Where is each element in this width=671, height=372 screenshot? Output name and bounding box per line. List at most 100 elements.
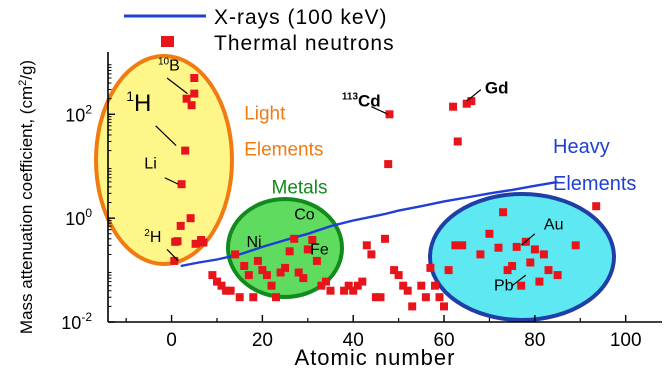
neutron-point — [435, 293, 444, 302]
annotation-text: Elements — [553, 173, 636, 195]
neutron-point — [187, 101, 196, 110]
y-tick-exponent: 0 — [85, 206, 92, 220]
region-ellipses — [94, 54, 616, 322]
neutron-point — [530, 245, 539, 254]
annotation-text: Co — [294, 206, 315, 223]
neutron-point — [176, 221, 185, 230]
neutron-point — [553, 271, 562, 280]
y-tick-base: 10 — [61, 313, 81, 333]
annotation-leader — [166, 248, 179, 262]
legend-label-xrays: X-rays (100 keV) — [214, 6, 388, 29]
annotation-text: H — [134, 90, 151, 117]
legend-square-icon — [161, 36, 174, 47]
annotation-au: Au — [544, 217, 564, 234]
region-light-elements — [94, 54, 234, 266]
neutron-point — [213, 277, 221, 286]
neutron-point — [394, 271, 403, 280]
neutron-point — [384, 160, 393, 169]
y-tick-label: 102 — [65, 102, 92, 125]
neutron-point — [326, 286, 335, 295]
neutron-point — [462, 99, 471, 108]
neutron-point — [592, 202, 601, 211]
x-tick-label: 60 — [433, 330, 454, 351]
neutron-point — [485, 229, 494, 238]
x-tick-label: 100 — [610, 330, 642, 351]
annotation-text: Metals — [272, 177, 328, 198]
y-tick-exponent: -2 — [81, 310, 92, 324]
y-axis-label: Mass attenuation coefficient, (cm2/g) — [17, 60, 36, 334]
neutron-point — [503, 266, 512, 275]
y-axis-label-sup: 2 — [17, 80, 29, 86]
annotation-h: 1H — [126, 88, 151, 117]
neutron-point — [344, 281, 353, 290]
annotation-text: Elements — [244, 140, 323, 161]
neutron-point — [476, 250, 485, 259]
neutron-point — [358, 277, 367, 286]
y-tick-base: 10 — [65, 209, 85, 229]
neutron-point — [385, 110, 394, 119]
annotation-metals: Metals — [272, 177, 328, 198]
neutron-point — [362, 241, 371, 250]
neutron-point — [208, 271, 217, 280]
neutron-point — [499, 208, 508, 217]
neutron-point — [444, 266, 453, 275]
legend-label-neutrons: Thermal neutrons — [214, 32, 395, 55]
region-metals — [226, 197, 344, 299]
annotation-gd: Gd — [485, 79, 509, 98]
neutron-point — [294, 268, 303, 277]
neutron-point — [517, 281, 526, 290]
annotation-text: Cd — [358, 92, 381, 111]
annotations: LightElementsMetalsHeavyElementsGd113CdC… — [126, 56, 636, 294]
neutron-point — [299, 274, 308, 283]
neutron-point — [340, 286, 349, 295]
neutron-point — [376, 293, 385, 302]
neutron-point — [322, 277, 330, 286]
neutron-point — [353, 281, 362, 290]
neutron-point — [182, 94, 191, 103]
annotation-leader — [466, 89, 482, 102]
neutron-point — [390, 266, 399, 275]
annotation-prefix: 10 — [158, 56, 170, 67]
annotation-leader — [371, 106, 389, 115]
neutron-point — [367, 250, 376, 259]
neutron-point — [458, 241, 467, 250]
neutron-point — [426, 263, 435, 272]
annotation-text: Fe — [310, 241, 329, 258]
neutron-point — [526, 258, 535, 267]
neutron-point — [539, 250, 548, 259]
neutron-point — [544, 266, 553, 275]
annotation-text: B — [169, 57, 180, 74]
annotation-h: 2H — [144, 228, 161, 246]
annotation-heavy: Heavy — [553, 136, 610, 158]
annotation-elements: Elements — [553, 173, 636, 195]
neutron-point — [240, 262, 249, 270]
y-tick-label: 100 — [65, 206, 92, 229]
annotation-text: Pb — [494, 278, 514, 295]
neutron-point — [217, 281, 226, 290]
neutron-point — [467, 97, 476, 106]
annotation-text: Heavy — [553, 136, 610, 158]
annotation-leader — [164, 177, 179, 185]
neutron-point — [417, 281, 426, 290]
neutron-point — [177, 180, 186, 189]
annotation-ni: Ni — [247, 234, 262, 251]
annotation-text: Ni — [247, 234, 262, 251]
annotation-cd: 113Cd — [342, 92, 381, 111]
annotation-leader — [511, 274, 527, 287]
neutron-point — [181, 146, 190, 155]
annotation-li: Li — [144, 156, 156, 173]
annotation-pb: Pb — [494, 278, 514, 295]
neutron-point — [421, 293, 430, 302]
neutron-point — [249, 293, 258, 302]
neutron-point — [494, 243, 503, 252]
neutron-point — [449, 102, 458, 111]
neutron-point — [408, 302, 417, 311]
annotation-text: Li — [144, 156, 156, 173]
neutron-point — [317, 281, 326, 290]
annotation-text: H — [150, 229, 162, 246]
annotation-text: Au — [544, 217, 564, 234]
annotation-prefix: 2 — [144, 228, 150, 239]
annotation-light: Light — [244, 103, 286, 124]
